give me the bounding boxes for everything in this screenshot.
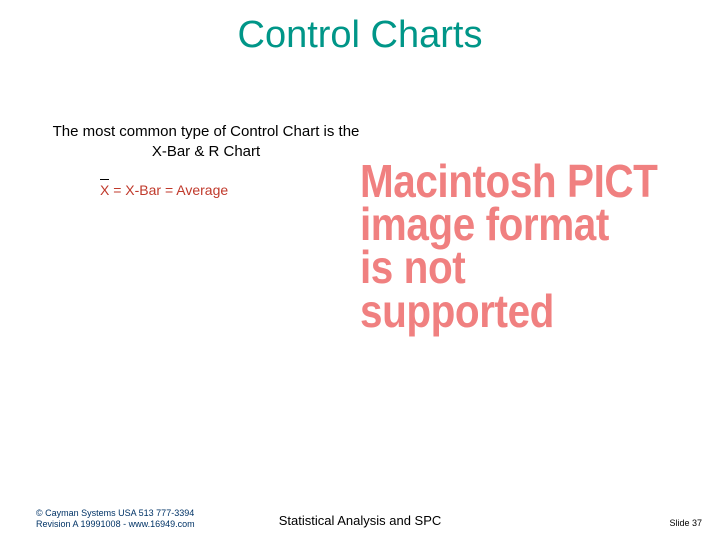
subtitle-text: The most common type of Control Chart is… [46,122,366,161]
x-bar-symbol: X [100,182,109,198]
slide-title: Control Charts [0,14,720,57]
pict-line: is not supported [360,246,668,332]
footer-center-text: Statistical Analysis and SPC [0,513,720,528]
pict-error-message: Macintosh PICT image format is not suppo… [360,160,668,333]
formula-rest: = X-Bar = Average [109,182,228,198]
slide-number: Slide 37 [669,518,702,528]
slide: Control Charts The most common type of C… [0,0,720,540]
pict-line: Macintosh PICT [360,160,668,203]
pict-line: image format [360,203,668,246]
formula-text: X = X-Bar = Average [100,182,228,198]
